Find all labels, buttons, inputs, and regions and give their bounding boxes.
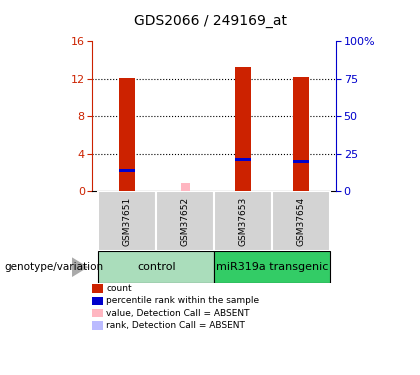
Polygon shape — [72, 257, 88, 277]
Bar — [98, 251, 214, 283]
Text: percentile rank within the sample: percentile rank within the sample — [106, 296, 260, 305]
Text: GSM37653: GSM37653 — [239, 196, 248, 246]
Text: GDS2066 / 249169_at: GDS2066 / 249169_at — [134, 13, 286, 28]
Text: GSM37654: GSM37654 — [297, 196, 306, 246]
Text: genotype/variation: genotype/variation — [4, 262, 103, 272]
Text: rank, Detection Call = ABSENT: rank, Detection Call = ABSENT — [106, 321, 245, 330]
Bar — [272, 191, 330, 251]
Bar — [293, 160, 309, 163]
Bar — [235, 158, 251, 161]
Bar — [214, 191, 272, 251]
Text: value, Detection Call = ABSENT: value, Detection Call = ABSENT — [106, 309, 250, 318]
Text: count: count — [106, 284, 132, 293]
Bar — [119, 169, 135, 172]
Text: GSM37652: GSM37652 — [181, 196, 190, 246]
Bar — [181, 183, 190, 191]
Text: miR319a transgenic: miR319a transgenic — [216, 262, 328, 272]
Text: control: control — [137, 262, 176, 272]
Bar — [293, 77, 309, 191]
Text: GSM37651: GSM37651 — [123, 196, 132, 246]
Bar — [119, 78, 135, 191]
Bar — [214, 251, 330, 283]
Bar — [235, 67, 251, 191]
Bar — [156, 191, 214, 251]
Bar — [98, 191, 156, 251]
